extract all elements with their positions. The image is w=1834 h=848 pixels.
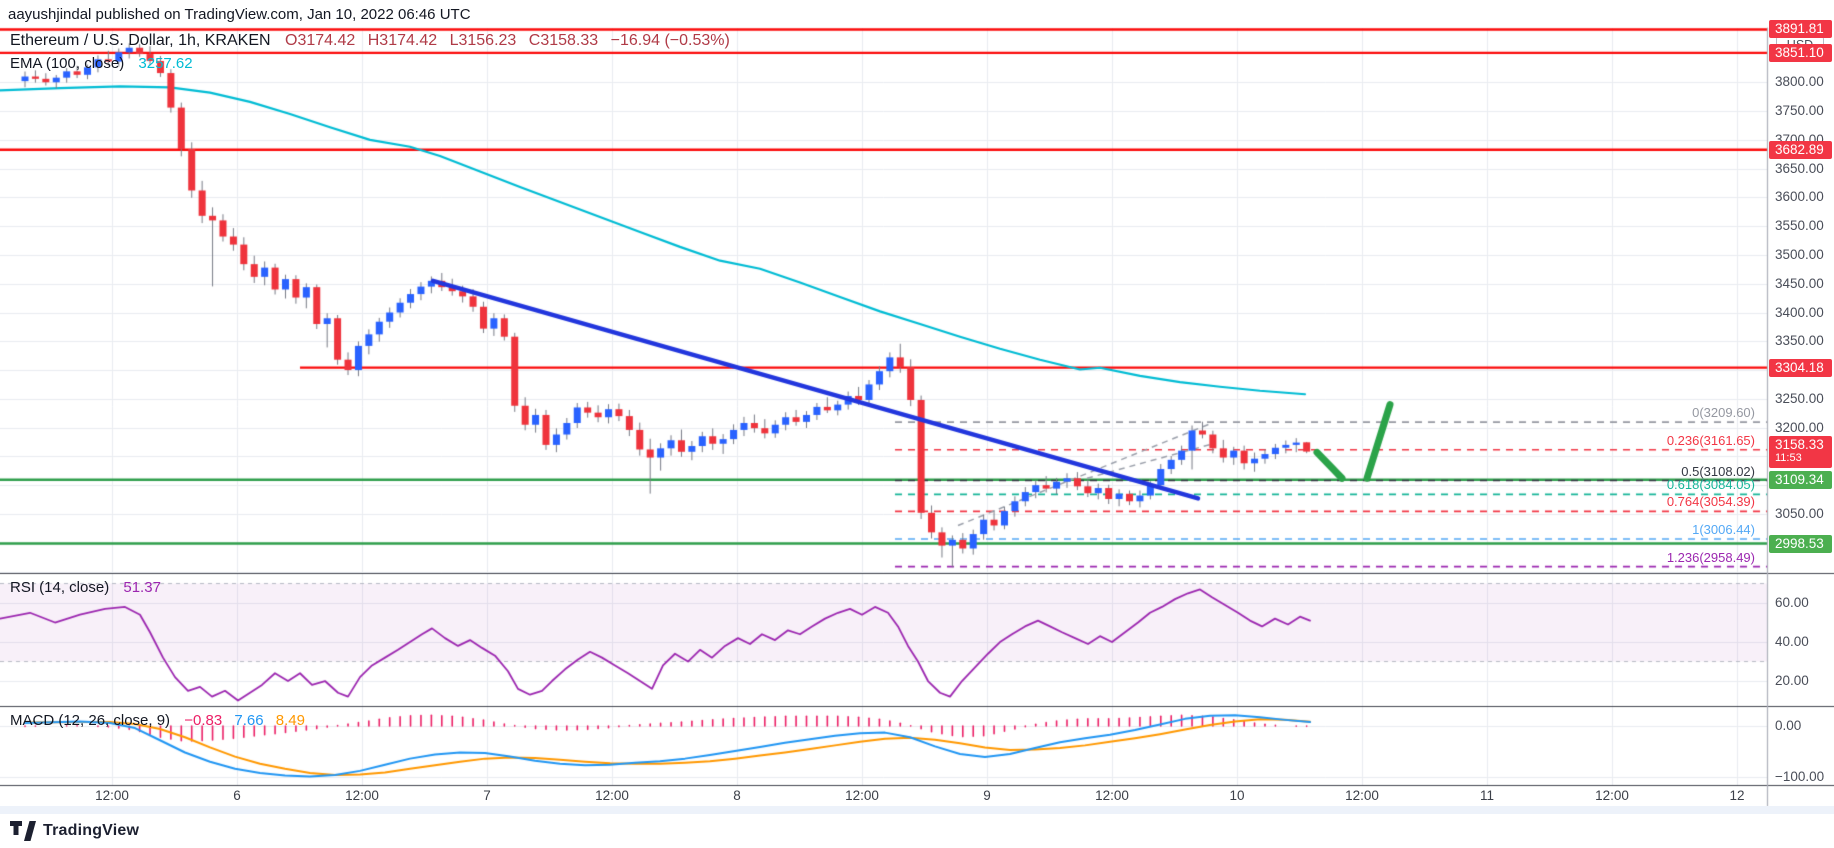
- symbol-title: Ethereum / U.S. Dollar, 1h, KRAKEN: [10, 32, 271, 49]
- price-tick-label: 3600.00: [1775, 189, 1824, 205]
- price-tick-label: 3250.00: [1775, 390, 1824, 406]
- time-axis-label: 12:00: [1095, 788, 1129, 803]
- time-axis-label: 12:00: [1345, 788, 1379, 803]
- time-axis-label: 12:00: [345, 788, 379, 803]
- price-tick-label: 3450.00: [1775, 275, 1824, 291]
- time-axis-label: 10: [1229, 788, 1245, 803]
- macd-line-value: 7.66: [234, 712, 264, 729]
- time-axis-label: 12:00: [95, 788, 129, 803]
- fib-level-label: 0.764(3054.39): [1666, 494, 1755, 510]
- bottom-strip: [0, 806, 1834, 814]
- price-tick-label: 3050.00: [1775, 505, 1824, 521]
- price-tick-label: 3350.00: [1775, 333, 1824, 349]
- price-tick-label: 3550.00: [1775, 218, 1824, 234]
- time-axis-label: 8: [733, 788, 741, 803]
- macd-tick-label: −100.00: [1775, 768, 1825, 784]
- price-level-box: 2998.53: [1769, 534, 1832, 553]
- fib-level-label: 0.5(3108.02): [1681, 463, 1755, 479]
- fib-level-label: 0(3209.60): [1692, 405, 1755, 421]
- chart-canvas[interactable]: [0, 0, 1834, 815]
- published-byline: aayushjindal published on TradingView.co…: [8, 6, 471, 23]
- price-level-box: 3304.18: [1769, 358, 1832, 377]
- price-level-box: 3851.10: [1769, 43, 1832, 62]
- time-axis[interactable]: 12:00 6 12:00 7 12:00 8 12:00 9 12:00 10 12:00 11 12…: [0, 786, 1767, 806]
- ema-label: EMA (100, close): [10, 55, 125, 72]
- fib-level-label: 0.618(3084.05): [1666, 477, 1755, 493]
- tradingview-brand-text[interactable]: TradingView: [43, 822, 140, 839]
- time-axis-label: 12:00: [845, 788, 879, 803]
- rsi-value: 51.37: [123, 579, 161, 596]
- price-axis[interactable]: USD 3800.003750.003700.003650.003600.003…: [1767, 0, 1834, 815]
- time-axis-label: 12:00: [595, 788, 629, 803]
- rsi-tick-label: 60.00: [1775, 595, 1809, 611]
- price-level-box: 3891.81: [1769, 20, 1832, 39]
- price-tick-label: 3650.00: [1775, 160, 1824, 176]
- rsi-legend: RSI (14, close) 51.37: [10, 579, 161, 596]
- rsi-tick-label: 20.00: [1775, 673, 1809, 689]
- macd-signal-value: 8.49: [275, 712, 305, 729]
- rsi-label: RSI (14, close): [10, 579, 110, 596]
- fib-level-label: 1.236(2958.49): [1666, 549, 1755, 565]
- price-level-box: 3109.34: [1769, 470, 1832, 489]
- time-axis-label: 6: [233, 788, 241, 803]
- symbol-legend: Ethereum / U.S. Dollar, 1h, KRAKEN O3174…: [10, 32, 738, 50]
- price-tick-label: 3750.00: [1775, 103, 1824, 119]
- price-level-box: 3158.33 11:53: [1769, 435, 1832, 468]
- price-level-box: 3682.89: [1769, 140, 1832, 159]
- price-tick-label: 3800.00: [1775, 74, 1824, 90]
- time-axis-label: 12: [1729, 788, 1745, 803]
- price-tick-label: 3400.00: [1775, 304, 1824, 320]
- macd-label: MACD (12, 26, close, 9): [10, 712, 171, 729]
- time-axis-label: 9: [983, 788, 991, 803]
- price-tick-label: 3200.00: [1775, 419, 1824, 435]
- ohlc-values: O3174.42 H3174.42 L3156.23 C3158.33 −16.…: [285, 32, 738, 49]
- fib-level-label: 1(3006.44): [1692, 522, 1755, 538]
- countdown-timer: 11:53: [1775, 451, 1802, 464]
- close-value: C3158.33: [528, 32, 599, 49]
- ema-legend: EMA (100, close) 3257.62: [10, 55, 193, 72]
- ema-value: 3257.62: [138, 55, 193, 72]
- low-value: L3156.23: [449, 32, 517, 49]
- macd-tick-label: 0.00: [1775, 717, 1802, 733]
- change-value: −16.94 (−0.53%): [610, 32, 730, 49]
- tradingview-logo-icon[interactable]: [10, 821, 36, 841]
- macd-hist-value: −0.83: [184, 712, 223, 729]
- fib-level-label: 0.236(3161.65): [1666, 432, 1755, 448]
- time-axis-label: 7: [483, 788, 491, 803]
- rsi-tick-label: 40.00: [1775, 634, 1809, 650]
- footer: TradingView: [10, 819, 139, 843]
- open-value: O3174.42: [285, 32, 356, 49]
- price-tick-label: 3500.00: [1775, 246, 1824, 262]
- time-axis-label: 11: [1479, 788, 1495, 803]
- time-axis-label: 12:00: [1595, 788, 1629, 803]
- macd-legend: MACD (12, 26, close, 9) −0.83 7.66 8.49: [10, 712, 305, 729]
- high-value: H3174.42: [367, 32, 438, 49]
